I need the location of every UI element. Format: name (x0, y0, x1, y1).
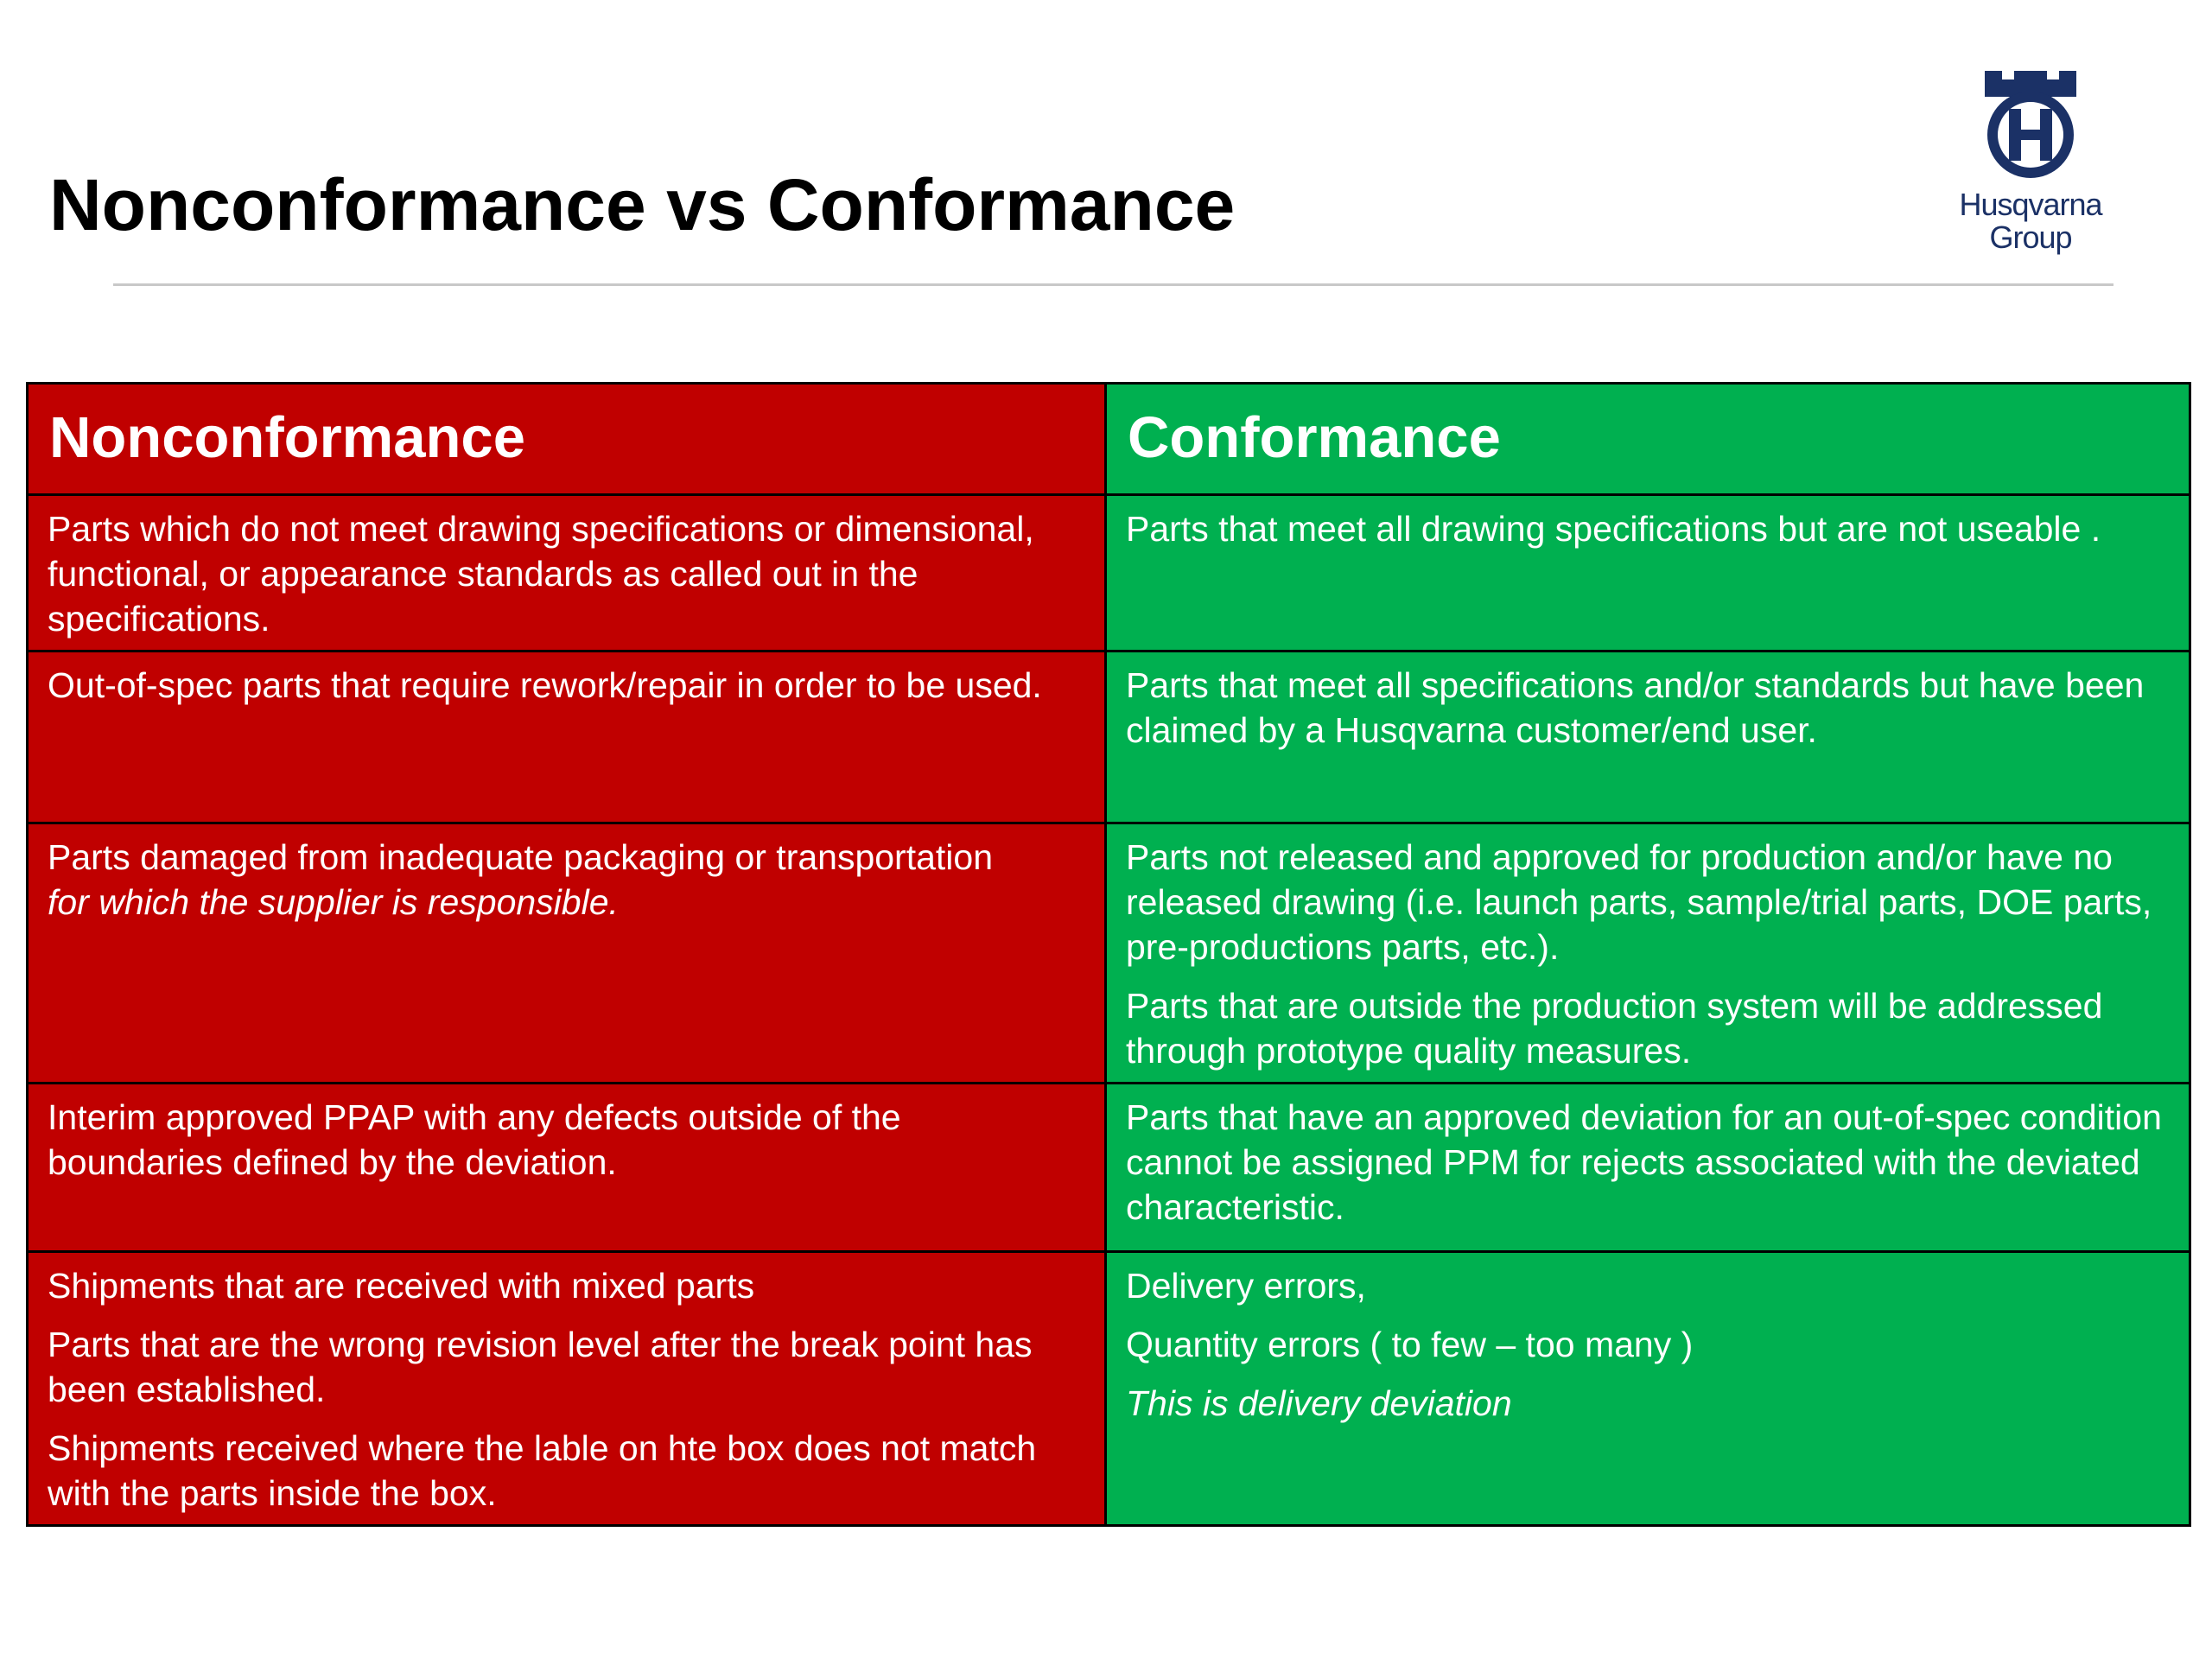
cell-text: Interim approved PPAP with any defects o… (48, 1097, 901, 1182)
cell-text: Shipments that are received with mixed p… (48, 1266, 755, 1306)
cell-text: Out-of-spec parts that require rework/re… (48, 665, 1042, 705)
table-row: Parts damaged from inadequate packaging … (26, 822, 2191, 1084)
cell-text: Shipments received where the lable on ht… (48, 1428, 1037, 1513)
conformance-cell: Parts that have an approved deviation fo… (1104, 1082, 2191, 1253)
cell-text: Parts that are outside the production sy… (1126, 986, 2103, 1071)
header-nonconformance: Nonconformance (26, 382, 1107, 496)
table-row: Interim approved PPAP with any defects o… (26, 1082, 2191, 1253)
cell-text: Parts that meet all drawing specificatio… (1126, 509, 2101, 549)
conformance-cell: Parts not released and approved for prod… (1104, 822, 2191, 1084)
nonconformance-cell: Parts damaged from inadequate packaging … (26, 822, 1107, 1084)
logo-line-1: Husqvarna (1959, 187, 2102, 222)
nonconformance-cell: Parts which do not meet drawing specific… (26, 493, 1107, 652)
husqvarna-crown-h-icon (1985, 71, 2076, 178)
cell-text-italic: This is delivery deviation (1126, 1383, 1512, 1423)
nonconformance-cell: Out-of-spec parts that require rework/re… (26, 650, 1107, 824)
cell-text: Parts that meet all specifications and/o… (1126, 665, 2145, 750)
table-row: Out-of-spec parts that require rework/re… (26, 650, 2191, 824)
nonconformance-cell: Interim approved PPAP with any defects o… (26, 1082, 1107, 1253)
husqvarna-group-logo: Husqvarna Group (1923, 60, 2156, 268)
nonconformance-cell: Shipments that are received with mixed p… (26, 1250, 1107, 1527)
table-row: Parts which do not meet drawing specific… (26, 493, 2191, 652)
cell-text: Parts damaged from inadequate packaging … (48, 835, 1085, 925)
conformance-cell: Parts that meet all specifications and/o… (1104, 650, 2191, 824)
logo-wordmark: Husqvarna Group (1923, 188, 2139, 254)
table-header-row: Nonconformance Conformance (26, 382, 2191, 496)
cell-text: Parts that have an approved deviation fo… (1126, 1097, 2162, 1227)
page-title: Nonconformance vs Conformance (49, 164, 1236, 245)
conformance-cell: Delivery errors, Quantity errors ( to fe… (1104, 1250, 2191, 1527)
logo-line-2: Group (1989, 219, 2072, 255)
cell-text: Parts which do not meet drawing specific… (48, 509, 1034, 639)
cell-text: Parts that are the wrong revision level … (48, 1325, 1033, 1409)
header-conformance: Conformance (1104, 382, 2191, 496)
table-row: Shipments that are received with mixed p… (26, 1250, 2191, 1527)
cell-text: Quantity errors ( to few – too many ) (1126, 1325, 1694, 1364)
cell-text-italic: for which the supplier is responsible. (48, 882, 619, 922)
cell-text: Parts not released and approved for prod… (1126, 837, 2152, 967)
title-divider (113, 283, 2113, 286)
comparison-table: Nonconformance Conformance Parts which d… (26, 382, 2191, 1527)
cell-text-regular: Parts damaged from inadequate packaging … (48, 837, 994, 877)
conformance-cell: Parts that meet all drawing specificatio… (1104, 493, 2191, 652)
cell-text: Delivery errors, (1126, 1266, 1366, 1306)
